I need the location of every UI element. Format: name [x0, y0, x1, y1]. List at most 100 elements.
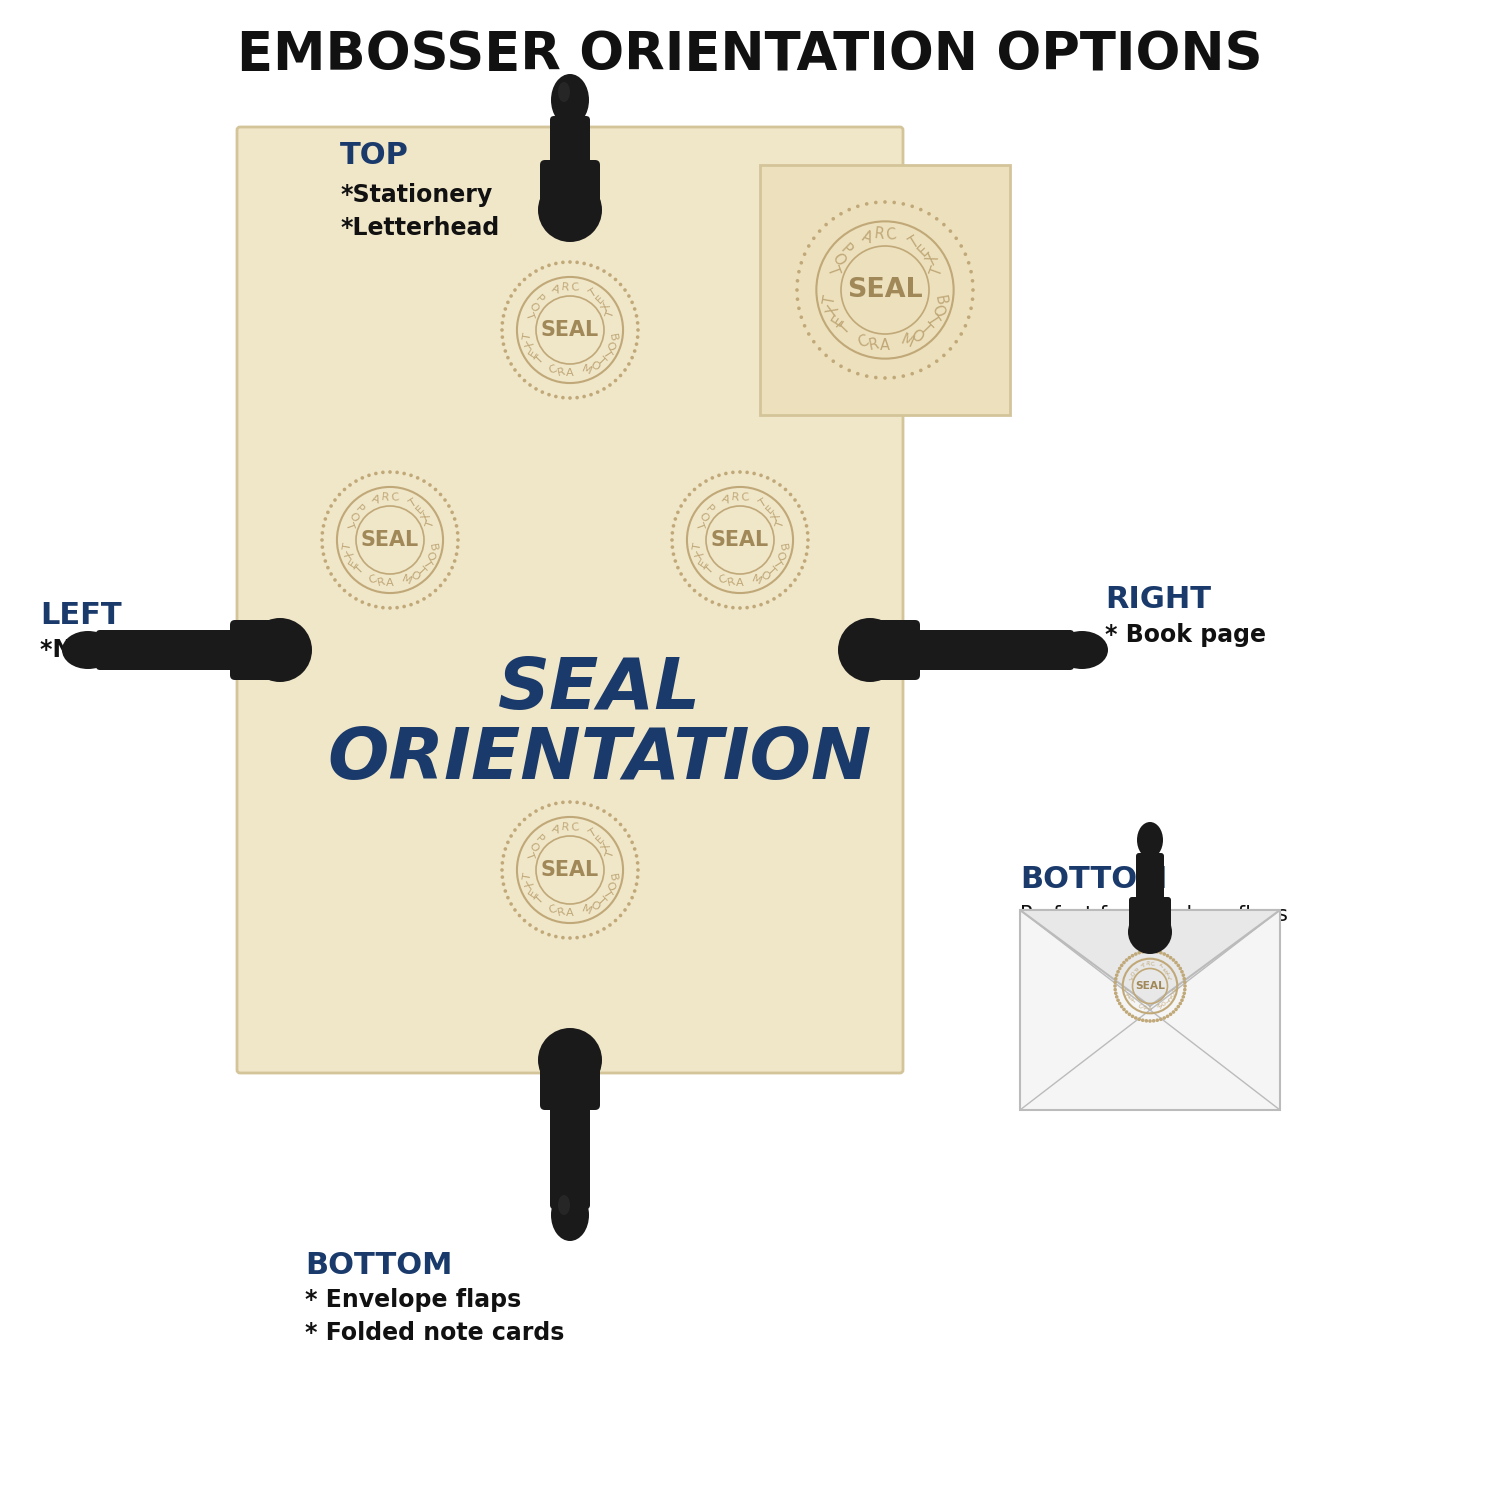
Text: C: C	[570, 822, 579, 833]
Circle shape	[518, 914, 522, 918]
Circle shape	[528, 813, 532, 818]
Ellipse shape	[62, 632, 114, 669]
Circle shape	[438, 584, 442, 588]
Circle shape	[561, 936, 564, 939]
Circle shape	[960, 332, 963, 336]
Circle shape	[510, 834, 513, 839]
Text: * Book page: * Book page	[1106, 622, 1266, 646]
Text: O: O	[588, 898, 602, 912]
Circle shape	[501, 876, 504, 879]
Circle shape	[590, 804, 592, 807]
Circle shape	[534, 387, 538, 390]
Text: * Folded note cards: * Folded note cards	[304, 1322, 564, 1346]
Text: T: T	[1162, 999, 1168, 1005]
Text: R: R	[867, 336, 880, 352]
Circle shape	[1131, 1014, 1134, 1019]
Circle shape	[892, 375, 896, 380]
Circle shape	[534, 810, 538, 813]
Text: M: M	[580, 363, 594, 376]
Circle shape	[1172, 958, 1174, 962]
Circle shape	[806, 531, 810, 534]
Circle shape	[433, 588, 438, 592]
Circle shape	[1134, 1016, 1137, 1020]
Text: E: E	[594, 833, 606, 846]
Text: O: O	[698, 510, 711, 524]
FancyBboxPatch shape	[1020, 910, 1280, 1110]
Text: E: E	[414, 503, 426, 516]
Text: A: A	[1140, 962, 1146, 968]
Circle shape	[1137, 1017, 1142, 1022]
Circle shape	[453, 518, 456, 520]
Circle shape	[1166, 1014, 1170, 1019]
Circle shape	[450, 566, 454, 570]
Text: E: E	[1128, 994, 1134, 1000]
Circle shape	[368, 474, 370, 477]
Circle shape	[582, 394, 586, 399]
Circle shape	[447, 572, 450, 576]
Circle shape	[1116, 999, 1120, 1002]
Circle shape	[1125, 1010, 1128, 1014]
Circle shape	[807, 244, 810, 248]
Circle shape	[506, 896, 510, 900]
Circle shape	[1160, 951, 1162, 954]
Text: T: T	[604, 310, 616, 320]
Text: B: B	[608, 333, 618, 342]
Text: T: T	[524, 850, 536, 859]
Circle shape	[450, 510, 454, 515]
Text: T: T	[600, 888, 612, 898]
Circle shape	[540, 806, 544, 810]
Circle shape	[636, 336, 639, 339]
Text: ORIENTATION: ORIENTATION	[328, 726, 872, 795]
Circle shape	[802, 324, 807, 327]
Circle shape	[321, 552, 326, 556]
Circle shape	[622, 288, 627, 292]
Circle shape	[717, 603, 722, 606]
Text: R: R	[1143, 1005, 1148, 1011]
Circle shape	[453, 560, 456, 562]
Text: T: T	[532, 894, 544, 906]
Text: T: T	[522, 333, 532, 342]
Circle shape	[388, 470, 392, 474]
Circle shape	[500, 868, 504, 871]
Circle shape	[518, 282, 522, 286]
Circle shape	[388, 606, 392, 610]
Text: B: B	[608, 873, 618, 882]
Circle shape	[627, 902, 630, 906]
Text: T: T	[524, 310, 536, 320]
Circle shape	[501, 882, 506, 886]
Text: T: T	[424, 520, 436, 530]
Circle shape	[596, 930, 600, 934]
Circle shape	[1182, 976, 1186, 981]
Circle shape	[969, 270, 974, 273]
Text: O: O	[346, 510, 360, 524]
Text: P: P	[354, 504, 366, 515]
Circle shape	[676, 566, 680, 570]
Circle shape	[442, 578, 447, 582]
Circle shape	[433, 488, 438, 492]
Circle shape	[1122, 962, 1126, 964]
Text: T: T	[1160, 964, 1164, 970]
Text: O: O	[526, 840, 540, 854]
Circle shape	[501, 342, 506, 346]
Circle shape	[724, 604, 728, 609]
Circle shape	[865, 375, 868, 378]
Circle shape	[501, 314, 506, 318]
Circle shape	[501, 336, 504, 339]
Text: T: T	[916, 321, 933, 338]
Circle shape	[602, 927, 606, 930]
Circle shape	[1180, 999, 1184, 1002]
Circle shape	[602, 387, 606, 390]
Circle shape	[730, 606, 735, 609]
Circle shape	[963, 252, 968, 257]
Circle shape	[568, 260, 572, 264]
Circle shape	[636, 861, 639, 864]
Circle shape	[753, 604, 756, 609]
Circle shape	[902, 375, 904, 378]
Text: T: T	[758, 496, 768, 510]
Circle shape	[1174, 962, 1178, 964]
Text: X: X	[600, 300, 612, 312]
Circle shape	[1144, 950, 1148, 952]
Circle shape	[548, 393, 550, 396]
Circle shape	[682, 578, 687, 582]
Ellipse shape	[550, 1190, 590, 1240]
